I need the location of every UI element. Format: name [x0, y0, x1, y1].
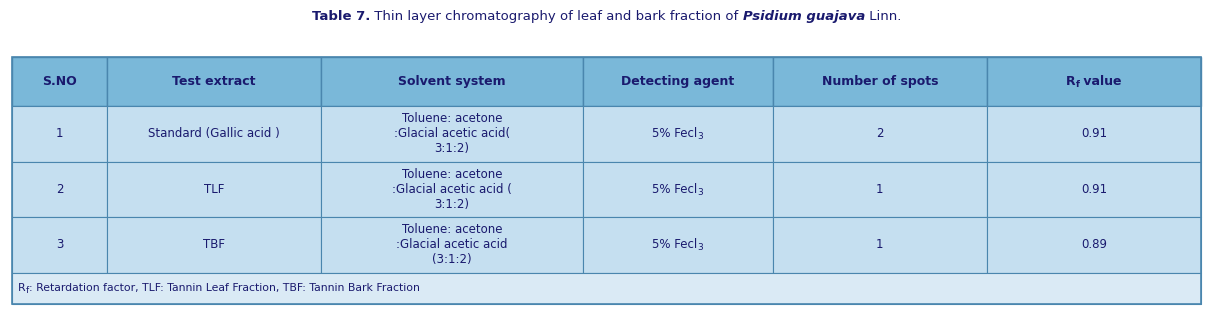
Text: 5% Fecl: 5% Fecl	[653, 127, 697, 140]
Text: S.NO: S.NO	[42, 75, 78, 88]
Text: Detecting agent: Detecting agent	[621, 75, 734, 88]
Text: Standard (Gallic acid ): Standard (Gallic acid )	[148, 127, 280, 140]
Text: 2: 2	[876, 127, 883, 140]
Bar	[582, 217, 773, 273]
Bar	[773, 162, 987, 217]
Bar	[582, 162, 773, 217]
Text: 5% Fecl: 5% Fecl	[653, 183, 697, 196]
Bar	[107, 106, 321, 162]
Bar	[107, 217, 321, 273]
Text: Thin layer chromatography of leaf and bark fraction of: Thin layer chromatography of leaf and ba…	[370, 10, 742, 23]
Text: 5% Fecl: 5% Fecl	[653, 238, 697, 251]
Text: : Retardation factor, TLF: Tannin Leaf Fraction, TBF: Tannin Bark Fraction: : Retardation factor, TLF: Tannin Leaf F…	[29, 283, 420, 294]
Bar	[582, 57, 773, 106]
Bar	[987, 106, 1201, 162]
Text: 0.89: 0.89	[1081, 238, 1107, 251]
Bar	[12, 217, 107, 273]
Bar	[987, 57, 1201, 106]
Text: Toluene: acetone
:Glacial acetic acid
(3:1:2): Toluene: acetone :Glacial acetic acid (3…	[397, 223, 508, 266]
Text: Toluene: acetone
:Glacial acetic acid (
3:1:2): Toluene: acetone :Glacial acetic acid ( …	[392, 168, 512, 211]
Text: 1: 1	[876, 183, 883, 196]
Bar	[582, 106, 773, 162]
Bar	[12, 57, 1201, 304]
Bar	[773, 57, 987, 106]
Bar	[321, 106, 582, 162]
Text: 1: 1	[56, 127, 63, 140]
Text: Table 7.: Table 7.	[312, 10, 370, 23]
Bar	[321, 217, 582, 273]
Text: R: R	[1066, 75, 1076, 88]
Bar	[12, 162, 107, 217]
Bar	[987, 217, 1201, 273]
Text: f: f	[25, 286, 29, 295]
Text: Psidium guajava: Psidium guajava	[742, 10, 865, 23]
Bar	[321, 162, 582, 217]
Text: Test extract: Test extract	[172, 75, 256, 88]
Text: 1: 1	[876, 238, 883, 251]
Bar	[773, 106, 987, 162]
Text: Toluene: acetone
:Glacial acetic acid(
3:1:2): Toluene: acetone :Glacial acetic acid( 3…	[394, 113, 509, 155]
Bar	[107, 162, 321, 217]
Text: R: R	[18, 283, 25, 294]
Text: TBF: TBF	[204, 238, 226, 251]
Text: value: value	[1080, 75, 1122, 88]
Bar	[107, 57, 321, 106]
Text: Solvent system: Solvent system	[398, 75, 506, 88]
Text: 3: 3	[697, 188, 704, 197]
Bar	[12, 106, 107, 162]
Text: 3: 3	[697, 243, 704, 252]
Text: 0.91: 0.91	[1081, 127, 1107, 140]
Bar	[12, 273, 1201, 304]
Text: TLF: TLF	[204, 183, 224, 196]
Text: 2: 2	[56, 183, 63, 196]
Bar	[321, 57, 582, 106]
Bar	[12, 57, 107, 106]
Text: f: f	[1076, 80, 1080, 89]
Bar	[773, 217, 987, 273]
Text: Number of spots: Number of spots	[821, 75, 938, 88]
Text: 0.91: 0.91	[1081, 183, 1107, 196]
Text: Linn.: Linn.	[865, 10, 901, 23]
Bar	[987, 162, 1201, 217]
Text: 3: 3	[56, 238, 63, 251]
Text: 3: 3	[697, 133, 704, 141]
